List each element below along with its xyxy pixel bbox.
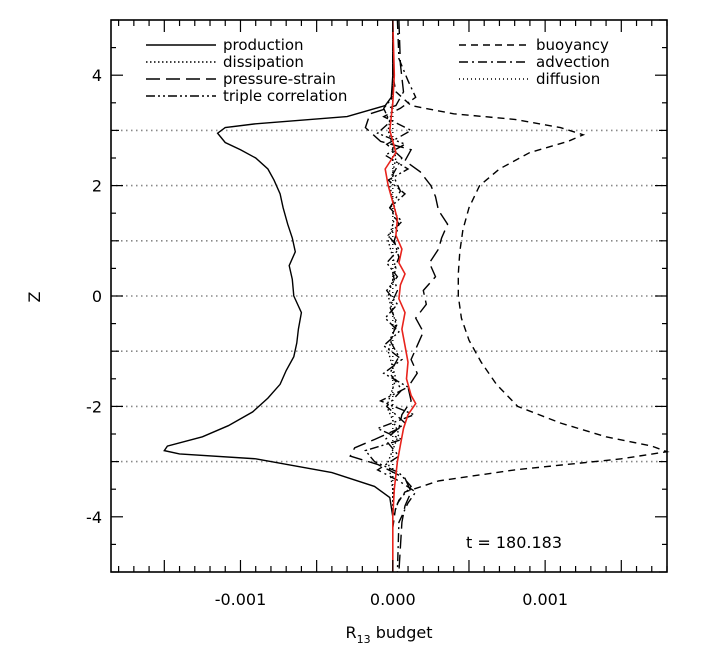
tick-labels: -0.001 0.000 0.001 -4 -2 0 2 4 [86,66,568,609]
y-tick-label: 4 [92,66,102,85]
legend: productiondissipationpressure-straintrip… [146,36,610,105]
legend-label-diffusion: diffusion [536,70,600,88]
y-axis-label: Z [25,291,44,302]
time-annotation: t = 180.183 [466,533,562,552]
x-tick-label: 0.001 [522,590,568,609]
series-dissipation-line [385,20,400,572]
series-production-line [163,20,394,572]
series-layer [163,19,670,573]
y-tick-label: 0 [92,287,102,306]
legend-label-production: production [223,36,304,54]
axis-ticks [111,19,668,573]
x-tick-label: -0.001 [215,590,267,609]
x-tick-label: 0.000 [370,590,416,609]
x-axis-label-suffix: budget [371,623,433,642]
x-axis-label-sub: 13 [357,633,371,646]
series-triple-correlation-line [364,20,417,572]
series-advection-line [376,19,417,573]
y-tick-label: -4 [86,508,102,527]
y-tick-label: -2 [86,397,102,416]
legend-label-buoyancy: buoyancy [536,36,609,54]
x-axis-label: R13 budget [346,623,433,646]
legend-label-triple-correlation: triple correlation [223,87,347,105]
x-axis-label-main: R [346,623,357,642]
legend-label-pressure-strain: pressure-strain [223,70,336,88]
y-tick-label: 2 [92,177,102,196]
series-buoyancy-line [392,20,670,572]
legend-label-dissipation: dissipation [223,53,304,71]
legend-label-advection: advection [536,53,610,71]
series-red-line [384,19,417,572]
